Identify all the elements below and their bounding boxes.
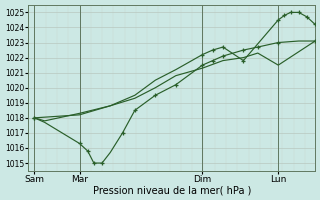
X-axis label: Pression niveau de la mer( hPa ): Pression niveau de la mer( hPa ) [92, 185, 251, 195]
